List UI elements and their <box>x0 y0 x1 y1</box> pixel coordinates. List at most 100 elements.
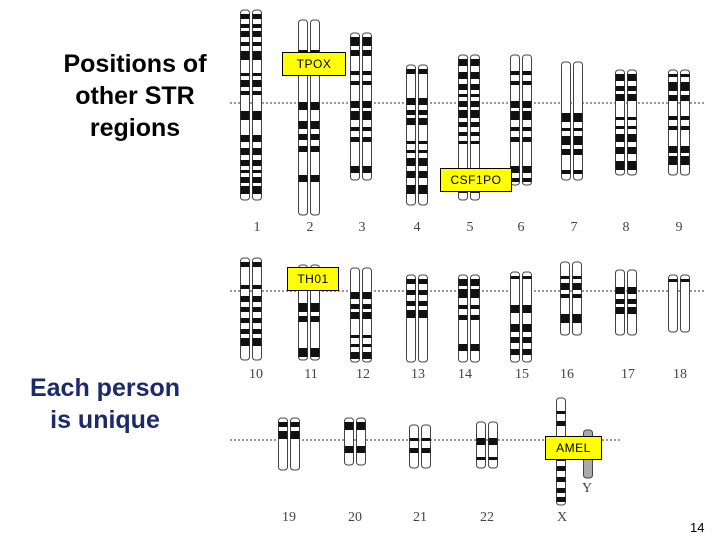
band <box>252 285 262 289</box>
band <box>362 335 372 338</box>
chromosome-label: 19 <box>282 510 296 525</box>
band <box>668 82 678 91</box>
band <box>522 337 532 343</box>
chromosome-label: 13 <box>411 367 425 382</box>
band <box>310 303 320 312</box>
band <box>627 126 637 129</box>
band <box>298 102 308 110</box>
band <box>668 146 678 153</box>
band <box>470 110 480 118</box>
band <box>470 141 480 144</box>
chromatid <box>406 64 416 206</box>
band <box>240 186 250 194</box>
chromatid <box>680 274 690 333</box>
band <box>561 149 571 155</box>
band <box>615 134 625 142</box>
band <box>350 137 360 142</box>
band <box>458 122 468 127</box>
band <box>252 51 262 60</box>
band <box>240 160 250 166</box>
band <box>362 352 372 359</box>
band <box>510 137 520 142</box>
chromosome-label: 11 <box>304 367 317 382</box>
band <box>290 422 300 427</box>
band <box>310 134 320 140</box>
chromatid <box>421 424 431 469</box>
band <box>510 276 520 279</box>
band <box>240 135 250 142</box>
band <box>627 287 637 294</box>
band <box>458 344 468 351</box>
band <box>362 111 372 120</box>
band <box>406 290 416 295</box>
band <box>240 42 250 46</box>
band <box>418 301 428 306</box>
band <box>470 305 480 309</box>
band <box>470 279 480 286</box>
band <box>418 290 428 295</box>
band <box>561 128 571 131</box>
band <box>560 314 570 323</box>
band <box>615 307 625 314</box>
chromosome-label: 9 <box>676 220 683 235</box>
band <box>627 117 637 120</box>
band <box>573 128 583 131</box>
band <box>252 111 262 120</box>
band <box>350 304 360 309</box>
chromosome-label: 7 <box>571 220 578 235</box>
band <box>350 312 360 319</box>
band <box>240 80 250 87</box>
chromosome-label: 18 <box>673 367 687 382</box>
band <box>522 324 532 332</box>
band <box>418 310 428 318</box>
band <box>240 73 250 76</box>
band <box>556 421 566 426</box>
band <box>252 262 262 267</box>
band <box>278 422 288 427</box>
band <box>252 42 262 46</box>
band <box>350 71 360 75</box>
band <box>680 95 690 101</box>
chromosome-label: 14 <box>458 367 472 382</box>
chromosome-label: 1 <box>254 220 261 235</box>
band <box>627 299 637 304</box>
chromatid <box>522 271 532 363</box>
chromosome-label: 22 <box>480 510 494 525</box>
chromatid <box>310 19 320 216</box>
band <box>252 170 262 173</box>
chromatid <box>668 274 678 333</box>
band <box>680 74 690 77</box>
band <box>298 348 308 357</box>
band <box>240 296 250 302</box>
band <box>522 127 532 131</box>
band <box>252 160 262 166</box>
band <box>522 305 532 313</box>
chromosome-label: 12 <box>356 367 370 382</box>
band <box>350 101 360 108</box>
band <box>615 74 625 81</box>
band <box>252 296 262 302</box>
band <box>615 117 625 120</box>
band <box>350 111 360 120</box>
band <box>470 84 480 90</box>
band <box>458 59 468 66</box>
band <box>668 156 678 165</box>
band <box>560 283 570 290</box>
band <box>350 81 360 85</box>
band <box>240 31 250 37</box>
band <box>522 71 532 75</box>
band <box>573 136 583 145</box>
band <box>362 304 372 309</box>
band <box>362 101 372 108</box>
chromatid <box>470 54 480 201</box>
band <box>418 171 428 178</box>
chromosome-label: 16 <box>560 367 574 382</box>
band <box>488 457 498 460</box>
band <box>409 448 419 453</box>
band <box>522 349 532 355</box>
band <box>290 431 300 439</box>
band <box>310 175 320 182</box>
band <box>627 86 637 91</box>
band <box>560 276 570 279</box>
band <box>680 156 690 165</box>
